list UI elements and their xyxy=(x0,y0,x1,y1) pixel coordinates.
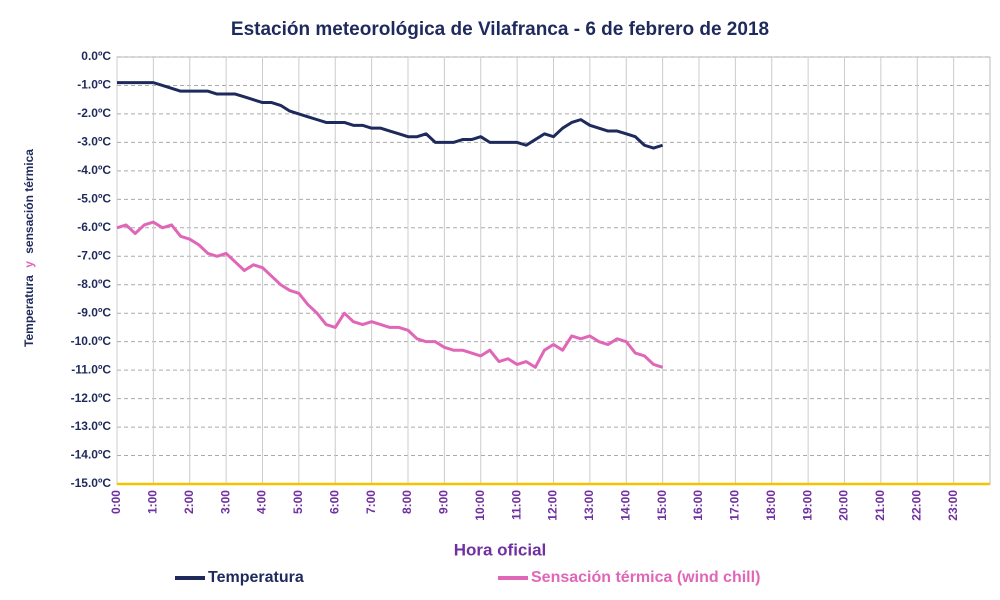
y-tick-label: -14.0ºC xyxy=(71,448,112,462)
y-tick-label: -12.0ºC xyxy=(71,391,112,405)
y-tick-label: -9.0ºC xyxy=(77,305,111,319)
x-tick-label: 5:00 xyxy=(291,490,305,514)
x-tick-label: 15:00 xyxy=(655,490,669,521)
y-tick-label: -11.0ºC xyxy=(71,362,111,376)
x-tick-label: 0:00 xyxy=(109,490,123,514)
x-tick-label: 13:00 xyxy=(582,490,596,521)
y-tick-label: -15.0ºC xyxy=(71,476,112,490)
x-tick-label: 16:00 xyxy=(691,490,705,521)
x-tick-label: 4:00 xyxy=(255,490,269,514)
y-tick-label: -1.0ºC xyxy=(77,78,111,92)
y-tick-label: -10.0ºC xyxy=(71,334,112,348)
y-tick-label: 0.0ºC xyxy=(81,49,111,63)
y-tick-label: -5.0ºC xyxy=(77,192,111,206)
y-title-part: sensación térmica xyxy=(22,149,36,254)
x-tick-label: 19:00 xyxy=(800,490,814,521)
x-tick-label: 21:00 xyxy=(873,490,887,521)
x-tick-label: 12:00 xyxy=(546,490,560,521)
y-title-part: Temperatura xyxy=(22,275,36,347)
x-tick-label: 2:00 xyxy=(182,490,196,514)
series-line xyxy=(116,220,664,369)
x-tick-label: 20:00 xyxy=(837,490,851,521)
x-tick-label: 3:00 xyxy=(218,490,232,514)
y-tick-label: -4.0ºC xyxy=(77,163,111,177)
legend-label: Temperatura xyxy=(208,569,304,586)
y-tick-label: -3.0ºC xyxy=(77,135,111,149)
series-line xyxy=(117,81,664,150)
x-tick-label: 11:00 xyxy=(509,490,523,520)
x-tick-label: 14:00 xyxy=(618,490,632,521)
x-tick-label: 6:00 xyxy=(327,490,341,514)
y-tick-label: -2.0ºC xyxy=(77,106,111,120)
x-tick-label: 8:00 xyxy=(400,490,414,514)
x-tick-label: 23:00 xyxy=(946,490,960,521)
y-tick-label: -8.0ºC xyxy=(77,277,111,291)
x-tick-label: 18:00 xyxy=(764,490,778,521)
y-tick-label: -13.0ºC xyxy=(71,419,112,433)
x-tick-label: 10:00 xyxy=(473,490,487,521)
y-tick-label: -7.0ºC xyxy=(77,248,111,262)
x-axis-title: Hora oficial xyxy=(454,540,547,559)
x-tick-label: 17:00 xyxy=(728,490,742,521)
y-tick-label: -6.0ºC xyxy=(77,220,111,234)
y-axis-title: Temperatura y sensación térmica xyxy=(22,149,36,347)
x-tick-label: 1:00 xyxy=(146,490,160,514)
x-tick-label: 7:00 xyxy=(364,490,378,514)
chart-title: Estación meteorológica de Vilafranca - 6… xyxy=(231,19,769,40)
x-tick-label: 9:00 xyxy=(437,490,451,514)
y-title-part: y xyxy=(22,261,36,268)
legend-label: Sensación térmica (wind chill) xyxy=(531,569,760,586)
x-tick-label: 22:00 xyxy=(909,490,923,521)
